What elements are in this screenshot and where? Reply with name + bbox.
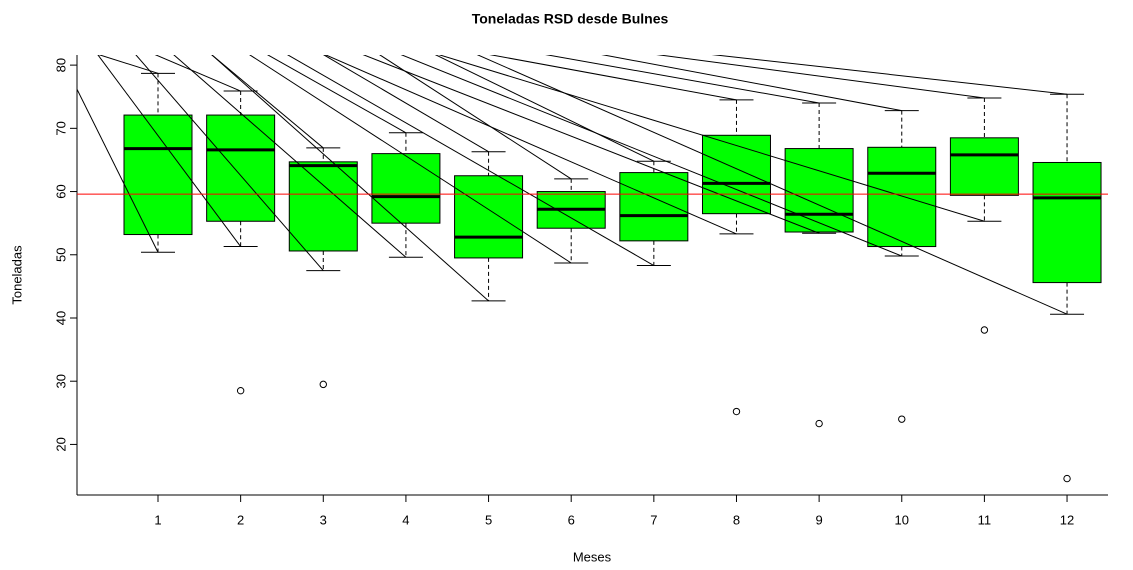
y-tick-label: 50 [53,248,68,262]
x-tick-label: 5 [485,512,492,527]
y-tick-label: 30 [53,374,68,388]
y-tick-label: 60 [53,184,68,198]
diagonal-line [286,55,655,266]
box [206,114,276,222]
diagonal-line [545,55,820,104]
x-tick-label: 12 [1060,512,1074,527]
diagonal-line [135,55,324,271]
diagonal-line [98,55,159,74]
box [619,172,689,242]
diagonal-line [77,88,159,253]
diagonal-line [434,55,655,162]
diagonal-line [438,55,985,222]
x-axis-title: Meses [573,549,612,564]
diagonal-line [711,55,1068,95]
x-tick-label: 7 [650,512,657,527]
x-tick-label: 8 [733,512,740,527]
diagonal-line [266,55,407,134]
box [784,148,854,233]
x-tick-label: 3 [320,512,327,527]
y-axis-title: Toneladas [9,245,24,305]
x-tick-label: 2 [237,512,244,527]
diagonal-line [489,55,737,101]
box [949,137,1019,196]
x-tick-label: 6 [568,512,575,527]
x-tick-label: 4 [402,512,409,527]
diagonal-line [400,55,902,257]
box [454,175,524,259]
box [123,114,193,236]
diagonal-line [379,55,572,180]
y-tick-label: 40 [53,311,68,325]
x-tick-label: 9 [816,512,823,527]
diagonal-line [173,55,407,258]
y-tick-label: 80 [53,58,68,72]
outlier [236,386,245,395]
diagonal-line [211,55,324,149]
diagonal-line [324,55,737,235]
box [867,146,937,248]
diagonal-line [323,55,489,153]
x-tick-label: 11 [978,512,992,527]
diagonal-line [97,55,242,247]
outlier [1063,474,1071,483]
box [288,161,358,252]
plot-area [77,55,1108,483]
outlier [815,419,823,428]
diagonal-line [656,55,985,99]
diagonal-line [362,55,820,234]
diagonal-line [211,55,489,302]
outlier [898,415,906,423]
outlier [319,380,327,389]
outlier [732,407,741,416]
box [1032,161,1102,284]
outlier [980,326,989,334]
diagonal-line [476,55,1068,315]
diagonal-line [249,55,572,264]
x-tick-label: 1 [154,512,161,527]
y-tick-label: 20 [53,437,68,451]
diagonal-line [601,55,902,112]
x-tick-label: 10 [895,512,909,527]
box [701,134,771,215]
diagonal-line [154,55,241,92]
y-tick-label: 70 [53,121,68,135]
box [371,153,441,224]
chart-title: Toneladas RSD desde Bulnes [472,11,669,27]
